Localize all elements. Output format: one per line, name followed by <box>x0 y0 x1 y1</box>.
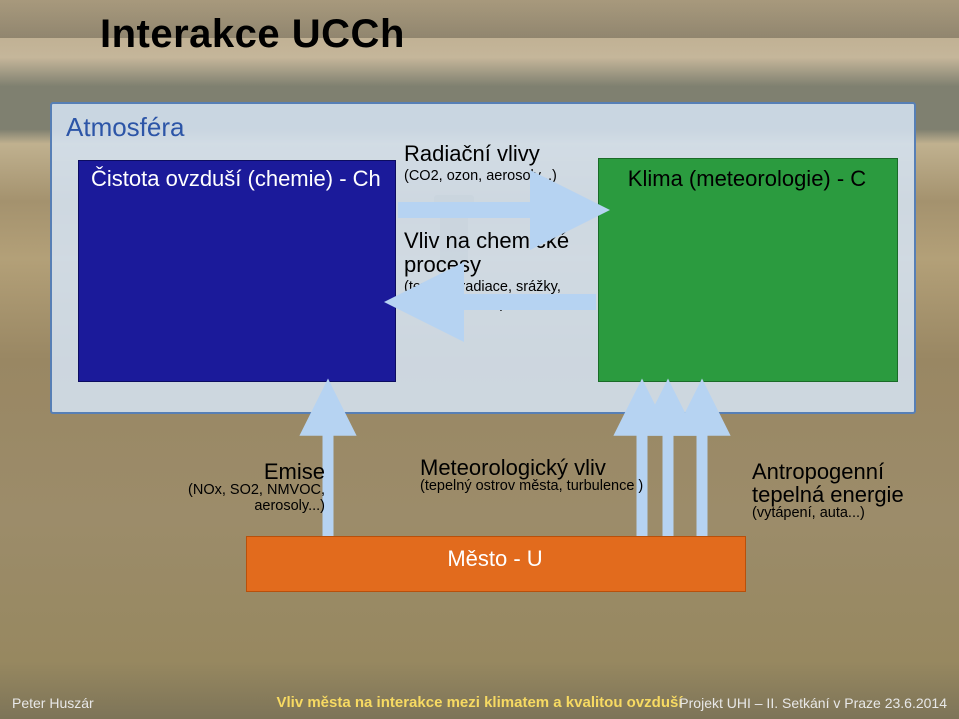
emise-sub2: aerosoly...) <box>135 499 325 515</box>
meteo-block: Meteorologický vliv (tepelný ostrov měst… <box>420 456 700 495</box>
meteo-sub: (tepelný ostrov města, turbulence ) <box>420 479 700 495</box>
emise-title: Emise <box>135 460 325 483</box>
footer-meta: Projekt UHI – II. Setkání v Praze 23.6.2… <box>679 695 947 711</box>
antro-sub: (vytápení, auta...) <box>752 506 922 522</box>
emise-sub1: (NOx, SO2, NMVOC, <box>135 483 325 499</box>
meteo-title: Meteorologický vliv <box>420 456 700 479</box>
arrow-emise-up <box>0 0 959 719</box>
antro-block: Antropogenní tepelná energie (vytápení, … <box>752 460 922 522</box>
antro-title1: Antropogenní <box>752 460 922 483</box>
antro-title2: tepelná energie <box>752 483 922 506</box>
emise-block: Emise (NOx, SO2, NMVOC, aerosoly...) <box>135 460 325 515</box>
slide-canvas: Interakce UCCh Atmosféra Čistota ovzduší… <box>0 0 959 719</box>
